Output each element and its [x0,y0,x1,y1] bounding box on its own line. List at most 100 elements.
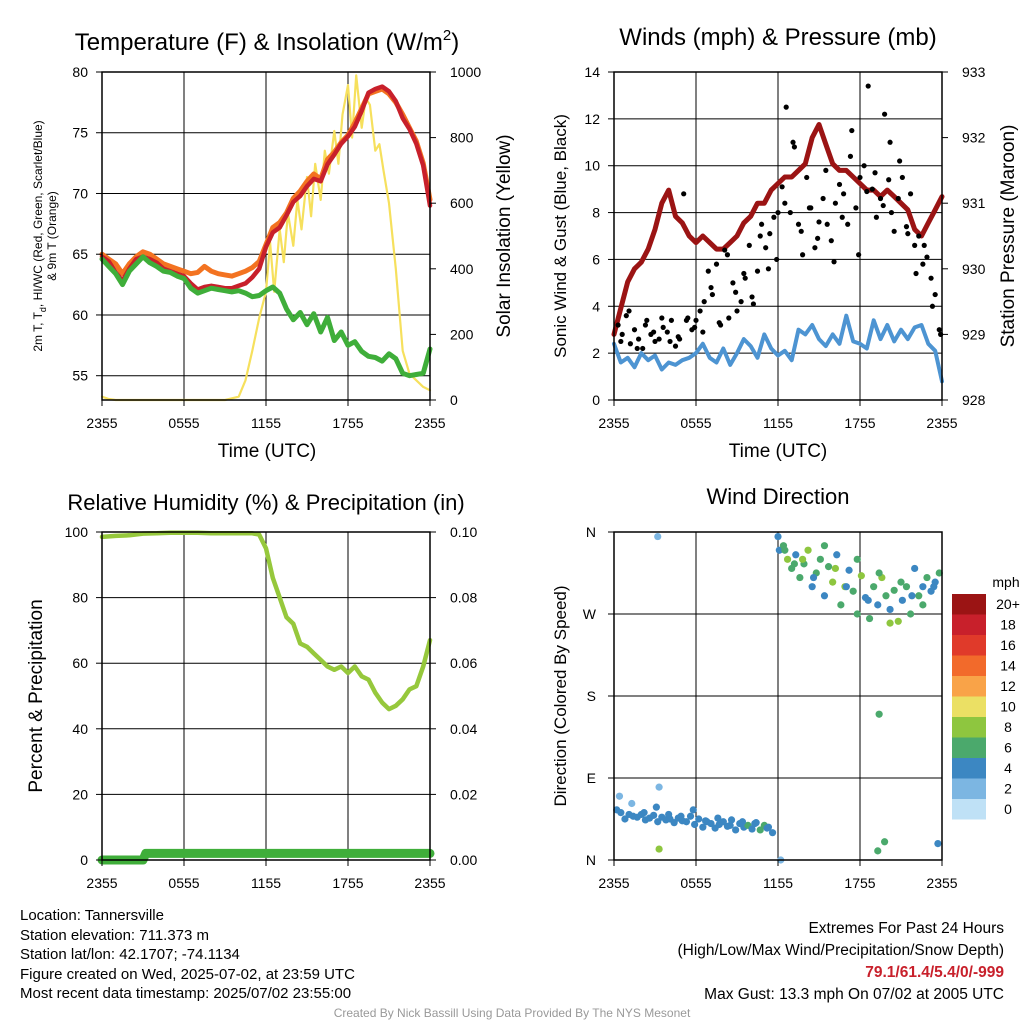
wind-direction-panel: Wind Direction 2355 0555 1155 1755 2355NESWN… [551,484,1020,891]
y-tick-label-right: 600 [450,195,474,211]
y-tick-label-right: 933 [962,64,986,80]
direction-point [874,847,882,855]
direction-point [864,596,872,604]
gust-point [856,252,862,258]
gust-point [831,259,837,265]
dewpoint-line [99,254,433,379]
x-tick-label: 1155 [251,415,281,431]
direction-point [919,601,927,609]
direction-point [886,605,894,614]
y-tick-label-right: 0.10 [450,524,477,540]
gust-point [832,200,839,206]
direction-point [902,583,911,591]
gust-point [823,167,829,173]
humidity-title: Relative Humidity (%) & Precipitation (i… [67,490,464,515]
direction-point [617,809,625,817]
colorbar-swatch [952,758,986,779]
gust-point [774,256,780,263]
colorbar-swatch [952,614,986,635]
direction-point [870,583,878,591]
gust-point [722,247,728,253]
gust-point [642,322,649,328]
speed-colorbar: 20+ 18 16 14 12 10 8 6 4 2 0 [952,594,1020,820]
direction-point [915,592,923,600]
winds-xlabel: Time (UTC) [729,441,828,462]
y-tick-label-left: 8 [592,205,600,221]
y-tick-label-right: 932 [962,130,986,146]
gust-point [619,331,625,337]
gust-point [631,327,638,333]
extremes-title: Extremes For Past 24 Hours [808,920,1004,937]
gust-point [651,329,657,335]
colorbar-title: mph [992,574,1019,590]
gust-point [627,341,634,347]
gust-point [857,174,863,181]
y-tick-label-left: 60 [72,655,88,671]
gust-point [754,268,761,274]
direction-label: S [587,688,596,704]
x-tick-label: 1755 [332,415,363,431]
x-tick-label: 2355 [86,875,117,891]
gust-point [749,294,755,300]
figure-canvas: Temperature (F) & Insolation (W/m2) 2355… [26,24,1020,891]
y-tick-label-left: 10 [584,158,600,174]
x-tick-label: 2355 [926,875,957,891]
direction-point [881,838,889,846]
gust-point [912,242,918,248]
gust-point [644,317,650,323]
gust-point [853,205,859,211]
y-tick-label-left: 40 [72,721,88,737]
x-tick-label: 2355 [414,415,445,431]
x-tick-label: 0555 [680,875,711,891]
y-tick-label-right: 1000 [450,64,481,80]
gust-point [750,301,757,307]
recent-data-timestamp: Most recent data timestamp: 2025/07/02 2… [20,985,352,1002]
gust-point [924,254,930,260]
colorbar-label: 10 [1000,699,1016,715]
y-tick-label-left: 0 [592,392,600,408]
direction-point [857,572,865,580]
direction-point [655,845,663,853]
gust-point [820,195,826,202]
winds-ylabel-right: Station Pressure (Maroon) [998,125,1019,348]
gust-point [675,334,681,340]
colorbar-label: 20+ [996,596,1020,612]
gust-point [815,235,821,241]
max-gust: Max Gust: 13.3 mph On 07/02 at 2005 UTC [704,986,1004,1003]
x-tick-label: 1155 [251,875,281,891]
direction-point [748,825,756,833]
direction-point [738,818,747,826]
gust-point [713,261,720,267]
gust-point [824,221,830,227]
direction-label: N [586,852,596,868]
gust-point [783,104,789,110]
direction-point [689,806,697,814]
x-tick-label: 0555 [168,875,199,891]
station-latlon: Station lat/lon: 42.1707; -74.1134 [20,946,240,963]
gust-point [920,261,926,267]
y-tick-label-left: 55 [72,368,88,384]
colorbar-label: 6 [1004,740,1012,756]
x-tick-label: 1755 [844,875,875,891]
gust-point [724,252,731,258]
gust-point [652,338,658,345]
gust-point [763,245,769,251]
gust-point [886,177,892,183]
station-location: Location: Tannersville [20,907,164,924]
gust-point [692,324,698,330]
gust-point [891,228,897,234]
direction-point [695,815,703,823]
direction-point [751,819,759,828]
gust-point [618,338,624,345]
gust-point [861,163,867,169]
gust-point [888,209,895,216]
y-tick-label-right: 0 [450,392,458,408]
gust-point [726,315,732,321]
y-tick-label-left: 100 [65,524,89,540]
gust-point [734,308,740,314]
gust-point [697,308,703,314]
y-tick-label-left: 80 [72,590,88,606]
direction-point [845,566,853,574]
gust-point [779,184,785,190]
direction-point [691,820,699,829]
